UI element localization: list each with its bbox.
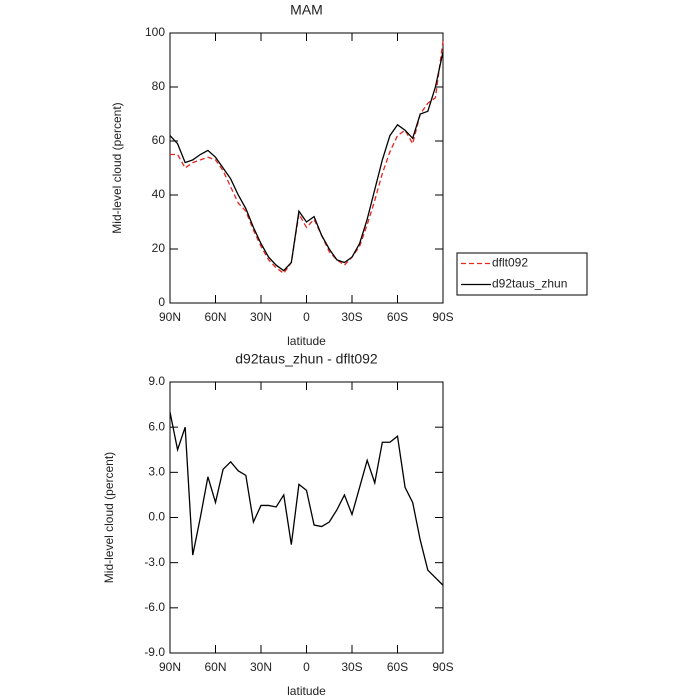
chart-title: MAM (290, 2, 323, 18)
y-tick-label: 9.0 (148, 374, 165, 388)
x-tick-label: 90N (159, 660, 181, 674)
x-tick-label: 60S (387, 310, 408, 324)
y-tick-label: -6.0 (144, 600, 165, 614)
x-tick-label: 90S (432, 660, 453, 674)
x-tick-label: 30N (250, 310, 272, 324)
x-tick-label: 30N (250, 660, 272, 674)
y-axis-label: Mid-level cloud (percent) (102, 452, 116, 583)
x-tick-label: 30S (341, 310, 362, 324)
legend-box (456, 252, 588, 296)
x-tick-label: 0 (303, 660, 310, 674)
x-axis-label: latitude (287, 334, 326, 348)
y-tick-label: 20 (152, 241, 166, 255)
data-line (169, 51, 444, 272)
chart-title: d92taus_zhun - dflt092 (235, 351, 378, 367)
x-axis-label: latitude (287, 684, 326, 698)
legend-label: dflt092 (492, 256, 528, 270)
x-tick-label: 0 (303, 310, 310, 324)
y-tick-label: 60 (152, 133, 166, 147)
x-tick-label: 30S (341, 660, 362, 674)
x-tick-label: 90N (159, 310, 181, 324)
y-tick-label: 0 (158, 295, 165, 309)
y-tick-label: 3.0 (148, 465, 165, 479)
x-tick-label: 60S (387, 660, 408, 674)
y-axis-label: Mid-level cloud (percent) (110, 102, 124, 233)
y-tick-label: 80 (152, 79, 166, 93)
legend-label: d92taus_zhun (492, 277, 567, 291)
y-tick-label: -3.0 (144, 555, 165, 569)
x-tick-label: 60N (204, 310, 226, 324)
y-tick-label: -9.0 (144, 645, 165, 659)
plot-frame (169, 32, 444, 304)
y-tick-label: 100 (145, 25, 165, 39)
y-tick-label: 40 (152, 187, 166, 201)
data-line (169, 411, 444, 586)
x-tick-label: 60N (204, 660, 226, 674)
plot-frame (169, 381, 444, 654)
x-tick-label: 90S (432, 310, 453, 324)
y-tick-label: 0.0 (148, 510, 165, 524)
y-tick-label: 6.0 (148, 419, 165, 433)
data-line (170, 41, 444, 275)
